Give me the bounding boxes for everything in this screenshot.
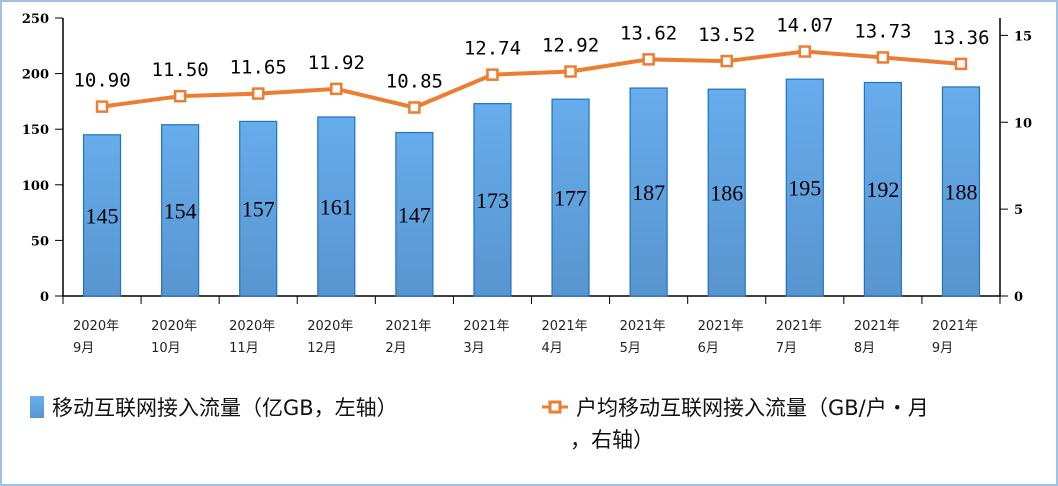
x-axis-label: 2020年 <box>307 319 353 334</box>
x-axis-label: 9月 <box>73 341 94 356</box>
x-axis-label: 2020年 <box>151 319 197 334</box>
left-axis-tick-label: 150 <box>22 123 49 138</box>
left-axis-tick-label: 100 <box>22 179 49 194</box>
right-axis-tick-label: 5 <box>1014 203 1023 218</box>
bar <box>629 87 668 297</box>
line-label: 10.85 <box>386 70 443 92</box>
line-label: 13.73 <box>854 20 911 42</box>
line-label: 13.36 <box>932 27 989 49</box>
line-series <box>101 49 962 110</box>
x-axis-label: 2月 <box>385 341 406 356</box>
x-axis-label: 2021年 <box>620 319 666 334</box>
line-label: 11.65 <box>230 57 287 79</box>
left-axis-tick-label: 50 <box>31 234 49 249</box>
bar <box>863 81 902 297</box>
bar-label: 195 <box>788 176 821 201</box>
x-axis-label: 5月 <box>620 341 641 356</box>
bar-label: 187 <box>632 180 665 205</box>
x-axis-label: 8月 <box>854 341 875 356</box>
x-axis-label: 3月 <box>463 341 484 356</box>
line-label: 11.92 <box>308 52 365 74</box>
bar <box>317 116 356 297</box>
x-axis-label: 4月 <box>542 341 563 356</box>
legend-bar-swatch <box>30 396 44 418</box>
x-axis-label: 2021年 <box>932 319 978 334</box>
x-axis-label: 2021年 <box>385 319 431 334</box>
right-axis-tick-label: 10 <box>1014 116 1032 131</box>
x-axis-label: 2021年 <box>776 319 822 334</box>
bar <box>82 134 122 297</box>
x-axis-label: 2020年 <box>73 319 119 334</box>
bar <box>941 86 981 297</box>
x-axis-label: 11月 <box>229 341 259 356</box>
x-axis-label: 2021年 <box>854 319 900 334</box>
bar-label: 186 <box>710 181 743 206</box>
x-axis-label: 7月 <box>776 341 797 356</box>
x-axis-label: 2021年 <box>698 319 744 334</box>
right-axis-tick-label: 15 <box>1014 29 1032 44</box>
x-axis-label: 9月 <box>932 341 953 356</box>
bar <box>785 78 824 297</box>
line-label: 10.90 <box>73 70 130 92</box>
line-marker <box>720 54 733 68</box>
bar <box>707 88 746 297</box>
left-axis-tick-label: 0 <box>40 290 49 305</box>
bar <box>551 98 590 297</box>
bar-label: 157 <box>242 197 275 222</box>
legend-item-bar: 移动互联网接入流量（亿GB，左轴） <box>30 392 398 422</box>
bar-label: 192 <box>866 177 899 202</box>
line-marker <box>486 68 499 81</box>
right-axis-tick-label: 0 <box>1014 290 1023 305</box>
line-marker <box>798 45 812 58</box>
legend-line-label-cont: ，右轴） <box>570 428 654 452</box>
bar-label: 188 <box>944 179 977 204</box>
legend-bar-label: 移动互联网接入流量（亿GB，左轴） <box>52 396 398 420</box>
legend-line-swatch <box>542 400 568 414</box>
bar <box>161 124 200 297</box>
line-marker <box>954 57 968 71</box>
line-marker <box>408 101 421 114</box>
bar-label: 161 <box>320 194 353 219</box>
bar-label: 173 <box>476 188 509 213</box>
bar-label: 145 <box>86 203 119 228</box>
line-label: 12.74 <box>464 38 521 60</box>
legend-item-line: 户均移动互联网接入流量（GB/户・月 ，右轴） <box>540 392 929 454</box>
legend-line-label: 户均移动互联网接入流量（GB/户・月 <box>576 396 929 420</box>
bar <box>239 120 278 297</box>
line-label: 14.07 <box>776 15 833 37</box>
line-marker <box>173 89 187 103</box>
bar-label: 154 <box>164 198 197 223</box>
bar <box>395 131 434 297</box>
x-axis-label: 2021年 <box>463 319 509 334</box>
x-axis-label: 6月 <box>698 341 719 356</box>
line-marker <box>642 53 655 66</box>
x-axis-label: 10月 <box>151 341 181 356</box>
bar-label: 177 <box>554 186 587 211</box>
x-axis-label: 2020年 <box>229 319 275 334</box>
line-marker <box>330 82 343 96</box>
line-label: 13.62 <box>620 22 677 44</box>
left-axis-tick-label: 200 <box>22 68 49 83</box>
line-label: 12.92 <box>542 35 599 57</box>
line-marker <box>95 100 109 113</box>
x-axis-label: 2021年 <box>542 319 588 334</box>
line-label: 11.50 <box>152 59 209 81</box>
bar <box>473 103 512 297</box>
bar-label: 147 <box>398 202 431 227</box>
x-axis-label: 12月 <box>307 341 337 356</box>
line-marker <box>251 87 265 100</box>
line-marker <box>564 65 577 78</box>
line-marker <box>876 51 890 64</box>
left-axis-tick-label: 250 <box>22 12 49 27</box>
line-label: 13.52 <box>698 24 755 46</box>
